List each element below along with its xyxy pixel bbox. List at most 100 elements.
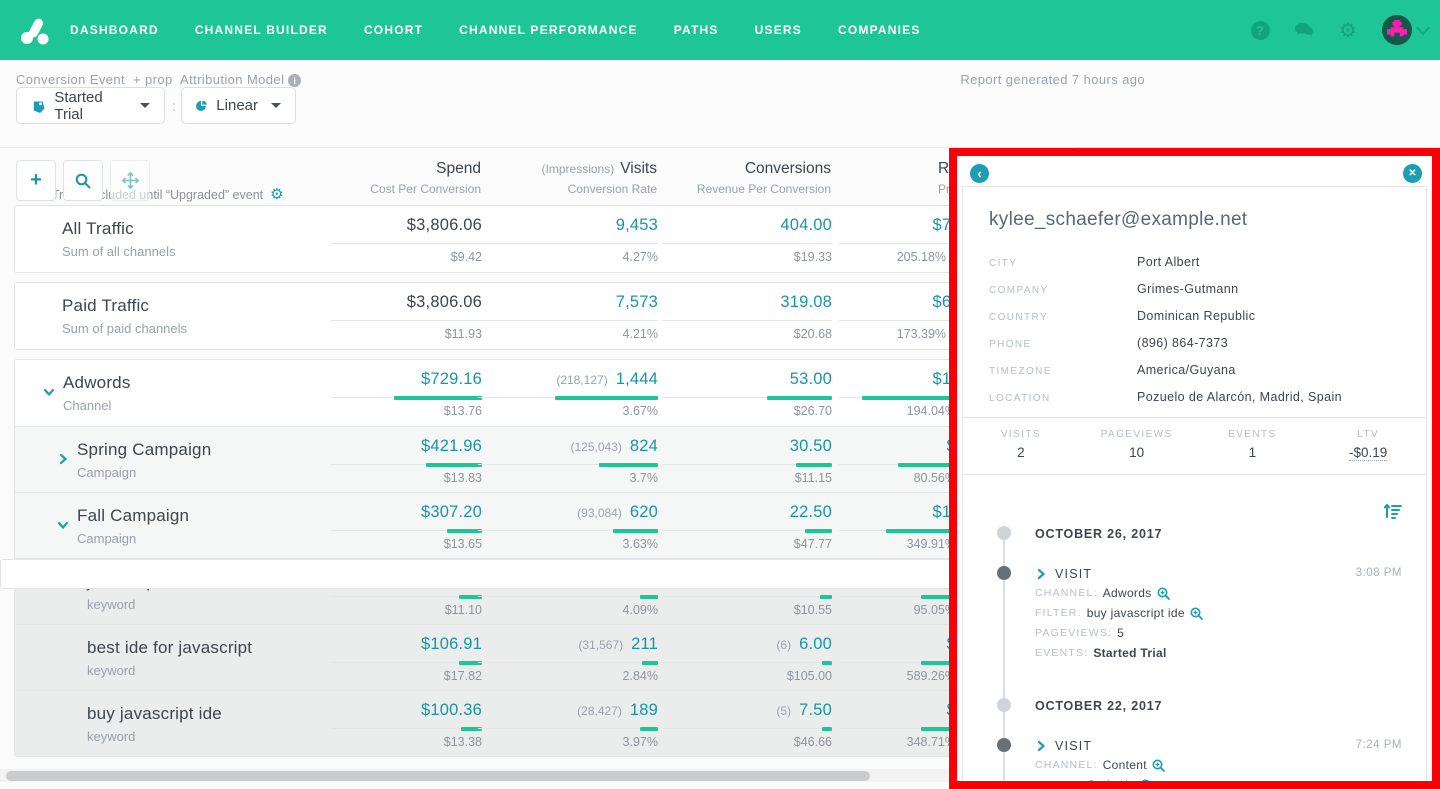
timeline-visit[interactable]: VISIT 3:08 PM CHANNEL: Adwords FILTER: buy ja…	[993, 566, 1402, 661]
help-icon[interactable]: ?	[1250, 20, 1270, 40]
cell-prefix: (125,043)	[570, 440, 622, 454]
zoom-in-icon[interactable]	[1140, 779, 1153, 781]
report-generated-label: Report generated 7 hours ago	[960, 72, 1145, 87]
nav-item-paths[interactable]: PATHS	[673, 23, 719, 37]
nav-item-channel-performance[interactable]: CHANNEL PERFORMANCE	[459, 23, 638, 37]
row-type-label: Campaign	[77, 531, 137, 546]
cell-main-value: 824	[629, 437, 658, 455]
field-label: COMPANY	[989, 285, 1049, 296]
sort-order-icon[interactable]	[1384, 503, 1402, 519]
chevron-down-icon	[271, 103, 281, 108]
bar-fill	[459, 595, 482, 599]
nav-item-companies[interactable]: COMPANIES	[837, 23, 921, 37]
visits-cell: (31,567) 211 2.84%	[478, 625, 658, 691]
bar-track	[478, 464, 658, 465]
column-title-text: Spend	[436, 160, 481, 177]
bar-track	[478, 728, 658, 729]
cell-bar	[331, 529, 482, 533]
nav-item-cohort[interactable]: COHORT	[363, 23, 424, 37]
cell-prefix: (93,084)	[577, 506, 622, 520]
bar-fill	[640, 727, 658, 731]
cell-bar	[331, 595, 482, 599]
cell-value: (93,084) 620	[478, 503, 658, 522]
table-row[interactable]: All Traffic Sum of all channels $3,806.06 $…	[15, 206, 1425, 272]
search-button[interactable]	[63, 160, 103, 201]
settings-gear-icon[interactable]: ⚙	[1339, 18, 1357, 42]
plus-icon: +	[30, 169, 42, 191]
row-type-label: keyword	[87, 597, 136, 612]
search-icon	[75, 173, 91, 188]
cell-sub-value: 589.26%	[906, 669, 956, 683]
chevron-right-icon[interactable]	[57, 453, 68, 465]
column-header-spend[interactable]: Spend Cost Per Conversion	[330, 160, 481, 196]
zoom-in-icon[interactable]	[1152, 759, 1165, 772]
cell-bar	[478, 661, 658, 665]
cell-bar	[478, 727, 658, 731]
chevron-down-icon[interactable]	[57, 519, 69, 530]
attribution-logo-icon[interactable]	[18, 13, 52, 47]
cell-value: $	[839, 437, 956, 456]
bar-track	[662, 728, 832, 729]
chat-icon[interactable]	[1294, 20, 1314, 40]
row-type-label: Campaign	[77, 465, 137, 480]
cell-sub-value: 3.7%	[629, 471, 659, 485]
spend-cell: $307.20 $13.65	[331, 493, 482, 559]
revenue-cell: $1, 349.91%	[839, 493, 956, 559]
conversion-event-select[interactable]: Started Trial	[16, 87, 165, 124]
user-card: kylee_schaefer@example.net CITY Port Albe…	[962, 186, 1427, 781]
info-icon[interactable]: i	[288, 74, 302, 88]
nav-item-users[interactable]: USERS	[754, 23, 802, 37]
chevron-right-icon[interactable]	[1035, 568, 1047, 580]
field-value: America/Guyana	[1137, 363, 1236, 377]
avatar[interactable]	[1382, 15, 1412, 45]
cell-value: $729.16	[331, 370, 482, 389]
cell-main-value: $307.20	[420, 503, 482, 521]
move-button[interactable]	[110, 160, 150, 201]
cell-value: $100.36	[331, 701, 482, 720]
chevron-down-icon[interactable]	[43, 386, 55, 397]
scrollbar-thumb[interactable]	[6, 770, 870, 781]
add-column-button[interactable]: +	[16, 160, 56, 201]
cell-value: 53.00	[662, 370, 832, 389]
cell-main-value: $100.36	[420, 701, 482, 719]
user-menu[interactable]	[1382, 15, 1431, 45]
add-prop-link[interactable]: + prop	[133, 72, 173, 87]
nav-item-channel-builder[interactable]: CHANNEL BUILDER	[194, 23, 328, 37]
move-arrows-icon	[121, 172, 139, 189]
cell-main-value: 189	[629, 701, 658, 719]
cell-bar	[331, 661, 482, 665]
timeline-visit-dot	[997, 738, 1011, 752]
column-header-visits[interactable]: (Impressions) Visits Conversion Rate	[477, 160, 657, 196]
zoom-in-icon[interactable]	[1157, 587, 1170, 600]
timeline-visit[interactable]: VISIT 7:24 PM CHANNEL: Content FILTER: Outbra…	[993, 738, 1402, 781]
nav-item-dashboard[interactable]: DASHBOARD	[70, 23, 159, 37]
bar-fill	[820, 595, 832, 599]
detail-label: FILTER:	[1035, 607, 1082, 619]
cell-value: $	[839, 635, 956, 654]
column-title: R	[938, 160, 998, 178]
note-settings-gear-icon[interactable]: ⚙	[270, 185, 284, 203]
revenue-cell: $80.56%	[839, 427, 956, 493]
back-button[interactable]: ‹	[970, 164, 989, 183]
field-value: Grimes-Gutmann	[1137, 282, 1239, 296]
cell-sub-value: 4.21%	[622, 327, 658, 341]
bar-track	[662, 464, 832, 465]
cell-value: $1,	[839, 370, 956, 389]
cell-value: $307.20	[331, 503, 482, 522]
detail-label: CHANNEL:	[1035, 587, 1098, 599]
column-header-conversions[interactable]: Conversions Revenue Per Conversion	[661, 160, 831, 196]
chevron-right-icon[interactable]	[1035, 740, 1047, 752]
visits-cell: (93,084) 620 3.63%	[478, 493, 658, 559]
column-title: Conversions	[661, 160, 831, 178]
close-button[interactable]: ✕	[1403, 164, 1422, 183]
attribution-model-select[interactable]: Linear	[181, 87, 296, 124]
table-row[interactable]: Adwords Channel $729.16 $13.76 (218,127) 1,44…	[15, 360, 1425, 426]
cell-sub-value: $13.83	[443, 471, 482, 485]
cell-value: $3,806.06	[331, 293, 482, 312]
zoom-in-icon[interactable]	[1190, 607, 1203, 620]
visits-cell: (28,427) 189 3.97%	[478, 691, 658, 757]
cell-bar	[478, 242, 658, 246]
column-header-r[interactable]: R Pr	[838, 160, 998, 196]
detail-value: buy javascript ide	[1086, 606, 1185, 620]
